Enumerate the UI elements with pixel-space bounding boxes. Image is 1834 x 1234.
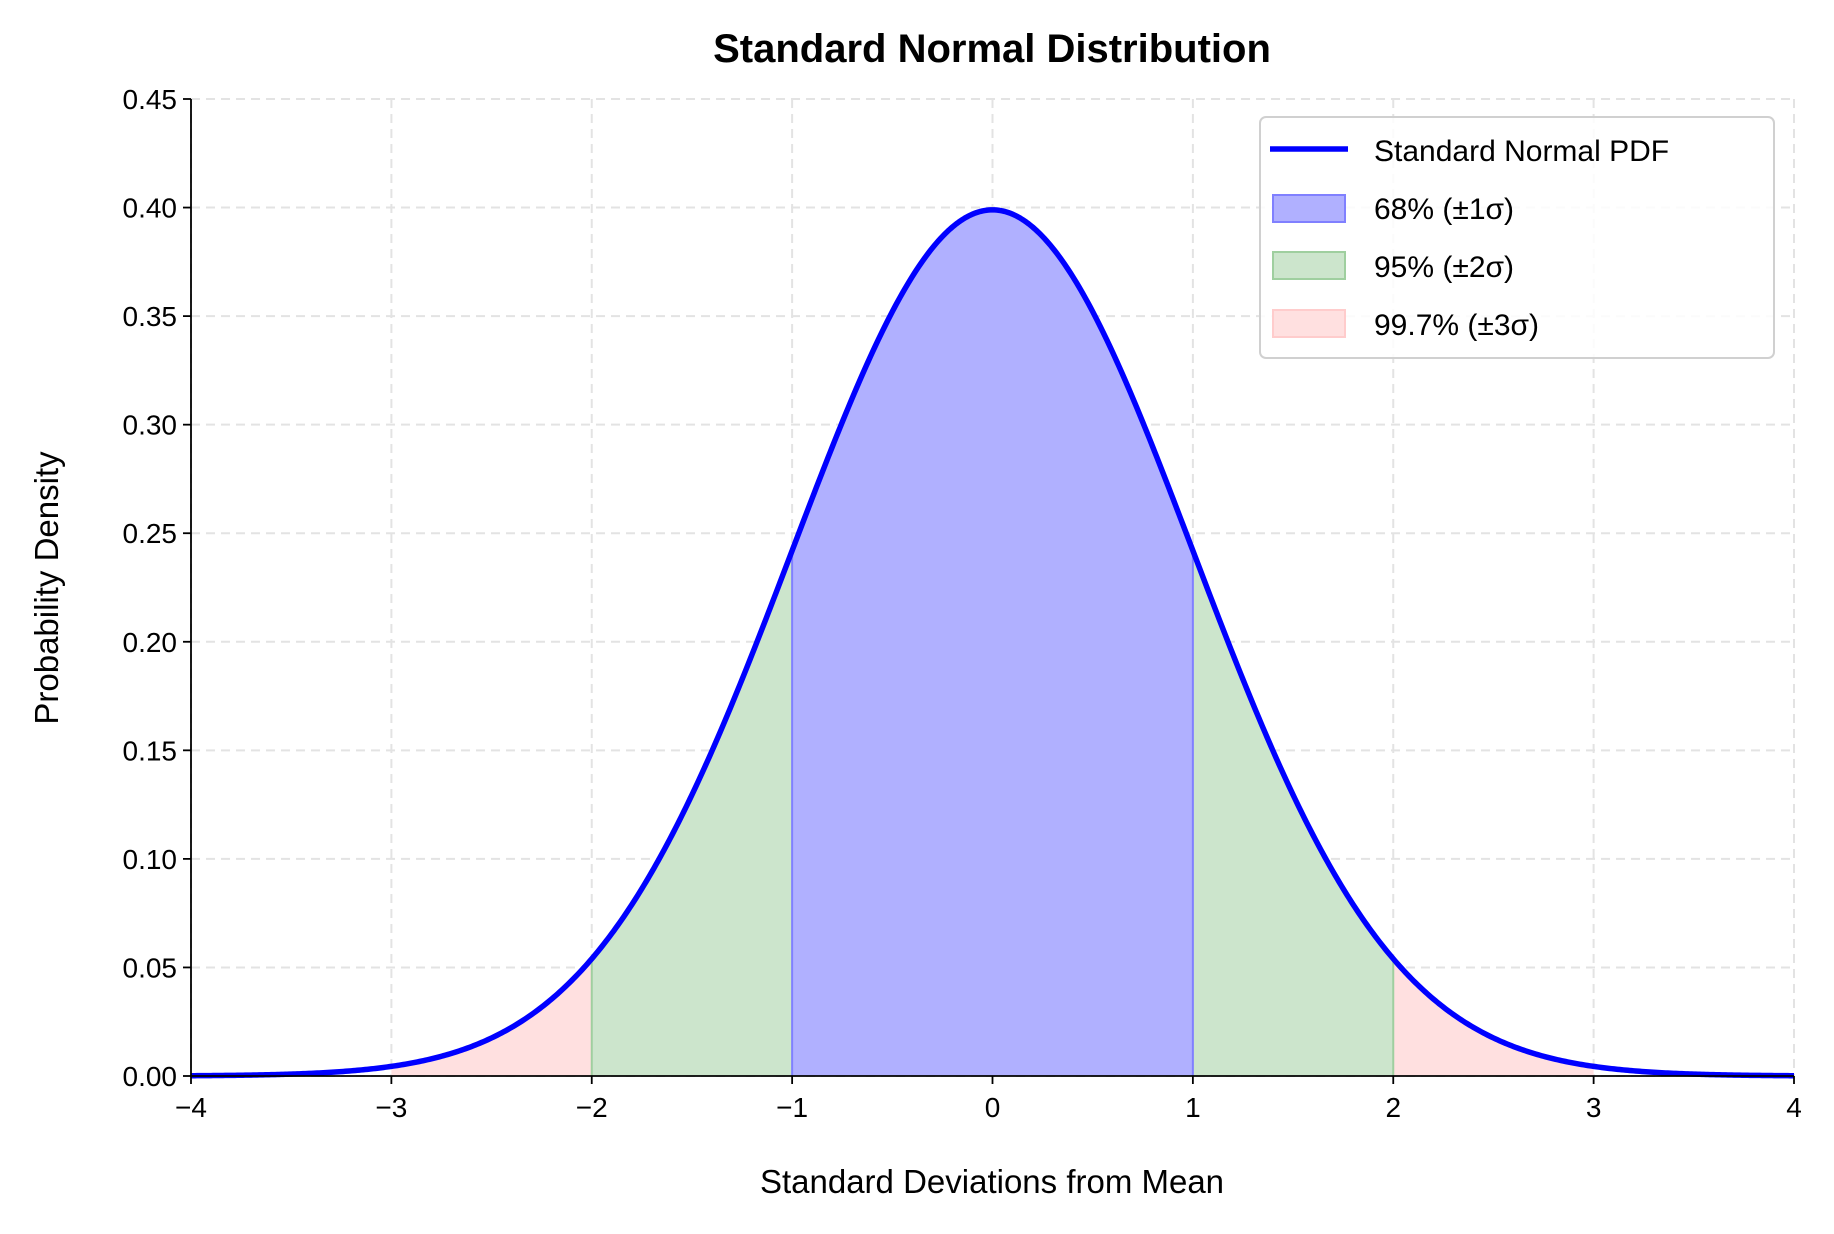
y-axis-label: Probability Density: [28, 451, 65, 725]
legend-label-68: 68% (±1σ): [1374, 193, 1514, 226]
chart-title: Standard Normal Distribution: [713, 27, 1271, 71]
x-ticks: −4 −3 −2 −1 0 1 2 3 4: [175, 1076, 1802, 1123]
x-tick-label: 2: [1385, 1092, 1401, 1123]
legend-label-95: 95% (±2σ): [1374, 251, 1514, 284]
pdf-line: [190, 207, 1795, 1079]
y-tick-label: 0.25: [123, 518, 178, 549]
x-tick-label: 0: [985, 1092, 1001, 1123]
legend-frame: [1259, 116, 1775, 359]
x-tick-label: 4: [1786, 1092, 1802, 1123]
x-tick-label: −4: [175, 1092, 207, 1123]
y-tick-label: 0.40: [123, 193, 178, 224]
y-tick-label: 0.45: [123, 84, 178, 115]
shaded-region: [792, 209, 1193, 1077]
x-tick-label: −1: [776, 1092, 808, 1123]
legend-swatch-68: [1272, 194, 1346, 223]
y-tick-label: 0.20: [123, 627, 178, 658]
shaded-region: [1393, 958, 1594, 1076]
legend-swatch-95: [1272, 251, 1346, 280]
y-tick-label: 0.00: [123, 1061, 178, 1092]
legend-label-997: 99.7% (±3σ): [1374, 309, 1539, 342]
y-tick-label: 0.15: [123, 735, 178, 766]
x-axis-label: Standard Deviations from Mean: [760, 1163, 1224, 1200]
x-tick-label: 1: [1185, 1092, 1201, 1123]
legend: Standard Normal PDF 68% (±1σ) 95% (±2σ) …: [1259, 116, 1775, 359]
x-tick-label: −3: [375, 1092, 407, 1123]
x-tick-label: 3: [1586, 1092, 1602, 1123]
y-tick-label: 0.35: [123, 301, 178, 332]
legend-label-pdf: Standard Normal PDF: [1374, 135, 1669, 168]
y-ticks: 0.00 0.05 0.10 0.15 0.20 0.25 0.30 0.35 0.40 0.45: [123, 84, 191, 1092]
y-tick-label: 0.30: [123, 410, 178, 441]
legend-swatch-997: [1272, 309, 1346, 338]
y-tick-label: 0.05: [123, 952, 178, 983]
y-tick-label: 0.10: [123, 844, 178, 875]
shaded-region: [391, 958, 592, 1076]
x-tick-label: −2: [576, 1092, 608, 1123]
